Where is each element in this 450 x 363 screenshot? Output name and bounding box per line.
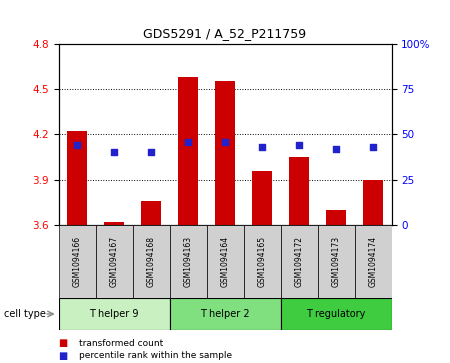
Bar — [243, 225, 280, 298]
Text: GSM1094163: GSM1094163 — [184, 236, 193, 287]
Bar — [280, 225, 318, 298]
Point — [258, 144, 265, 150]
Text: T regulatory: T regulatory — [306, 309, 366, 319]
Bar — [326, 210, 346, 225]
Bar — [58, 298, 170, 330]
Title: GDS5291 / A_52_P211759: GDS5291 / A_52_P211759 — [144, 26, 306, 40]
Bar — [170, 225, 207, 298]
Bar — [289, 157, 309, 225]
Text: cell type: cell type — [4, 309, 46, 319]
Bar — [104, 222, 124, 225]
Point — [148, 150, 155, 155]
Text: GSM1094172: GSM1094172 — [294, 236, 303, 287]
Point — [333, 146, 340, 152]
Point — [369, 144, 377, 150]
Point — [110, 150, 117, 155]
Point — [184, 139, 192, 144]
Bar — [215, 81, 235, 225]
Text: ■: ■ — [58, 351, 68, 361]
Bar — [280, 298, 392, 330]
Bar — [141, 201, 161, 225]
Text: GSM1094166: GSM1094166 — [72, 236, 81, 287]
Text: transformed count: transformed count — [79, 339, 163, 347]
Bar — [363, 180, 383, 225]
Bar — [252, 171, 272, 225]
Bar — [318, 225, 355, 298]
Text: GSM1094168: GSM1094168 — [147, 236, 156, 287]
Text: GSM1094167: GSM1094167 — [109, 236, 118, 287]
Text: percentile rank within the sample: percentile rank within the sample — [79, 351, 232, 360]
Bar — [355, 225, 392, 298]
Bar — [95, 225, 132, 298]
Bar — [178, 77, 198, 225]
Point — [73, 142, 81, 148]
Bar — [58, 225, 95, 298]
Text: T helper 2: T helper 2 — [200, 309, 250, 319]
Point — [295, 142, 302, 148]
Bar — [207, 225, 243, 298]
Bar — [170, 298, 280, 330]
Text: GSM1094165: GSM1094165 — [257, 236, 266, 287]
Point — [221, 139, 229, 144]
Text: T helper 9: T helper 9 — [89, 309, 139, 319]
Bar — [67, 131, 87, 225]
Bar — [132, 225, 170, 298]
Text: GSM1094174: GSM1094174 — [369, 236, 378, 287]
Text: GSM1094173: GSM1094173 — [332, 236, 341, 287]
Text: ■: ■ — [58, 338, 68, 348]
Text: GSM1094164: GSM1094164 — [220, 236, 230, 287]
